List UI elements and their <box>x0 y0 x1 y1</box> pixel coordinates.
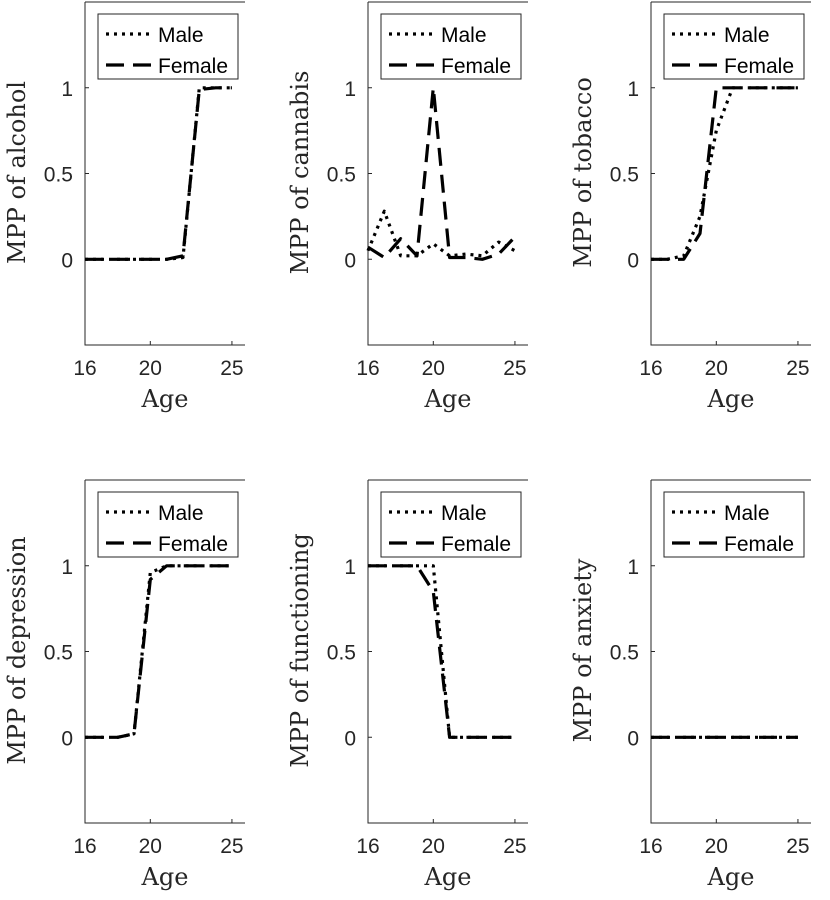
legend-entry: Female <box>724 533 794 556</box>
series-line-female <box>367 86 517 261</box>
y-tick-label: 0 <box>61 727 73 750</box>
x-tick-label: 16 <box>73 835 96 858</box>
x-tick-label: 20 <box>705 357 728 380</box>
y-axis-label: MPP of depression <box>3 536 31 764</box>
series-line-female <box>85 86 232 261</box>
chart-panel-3: 0 0.5 1 16 20 25 Age MPP of tobacco Male Female <box>569 1 811 413</box>
y-tick-label: 0 <box>627 727 639 750</box>
x-tick-label: 20 <box>139 835 162 858</box>
legend-entry: Male <box>724 24 770 47</box>
series-line-male <box>651 86 798 261</box>
series-line-female <box>651 86 798 261</box>
x-axis-label: Age <box>707 863 755 891</box>
x-axis-label: Age <box>707 385 755 413</box>
y-tick-label: 1 <box>627 78 639 101</box>
legend-entry: Male <box>441 502 487 525</box>
x-tick-label: 16 <box>356 835 379 858</box>
y-tick-label: 1 <box>344 556 356 579</box>
legend: Male Female <box>380 13 522 80</box>
series-line-male <box>368 564 515 739</box>
x-tick-label: 20 <box>139 357 162 380</box>
y-tick-label: 1 <box>627 556 639 579</box>
legend-box <box>97 13 239 80</box>
y-axis-label: MPP of cannabis <box>286 71 314 275</box>
x-tick-label: 16 <box>639 835 662 858</box>
legend-entry: Female <box>158 55 228 78</box>
legend-entry: Female <box>724 55 794 78</box>
legend: Male Female <box>97 13 239 80</box>
y-tick-label: 0.5 <box>610 164 639 187</box>
legend-box <box>380 491 522 558</box>
legend: Male Female <box>97 491 239 558</box>
legend-entry: Male <box>441 24 487 47</box>
series-line-male <box>366 209 516 258</box>
y-tick-label: 0.5 <box>327 642 356 665</box>
legend-box <box>663 491 805 558</box>
y-tick-label: 0 <box>627 249 639 272</box>
series-line-male <box>85 86 232 261</box>
legend: Male Female <box>663 13 805 80</box>
legend-box <box>663 13 805 80</box>
x-axis-label: Age <box>141 385 189 413</box>
chart-panel-6: 0 0.5 1 16 20 25 Age MPP of anxiety Male Female <box>569 479 811 891</box>
x-tick-label: 25 <box>786 835 809 858</box>
legend-entry: Female <box>441 55 511 78</box>
x-tick-label: 25 <box>786 357 809 380</box>
y-tick-label: 1 <box>61 556 73 579</box>
y-tick-label: 1 <box>61 78 73 101</box>
y-tick-label: 0.5 <box>44 164 73 187</box>
y-tick-label: 0.5 <box>610 642 639 665</box>
legend: Male Female <box>663 491 805 558</box>
legend-entry: Male <box>158 24 204 47</box>
x-tick-label: 20 <box>422 357 445 380</box>
x-tick-label: 25 <box>220 357 243 380</box>
x-tick-label: 25 <box>503 357 526 380</box>
x-axis-label: Age <box>141 863 189 891</box>
legend-entry: Male <box>724 502 770 525</box>
y-tick-label: 0.5 <box>44 642 73 665</box>
legend-entry: Female <box>441 533 511 556</box>
chart-panel-4: 0 0.5 1 16 20 25 Age MPP of depression Male Femal… <box>3 479 245 891</box>
legend: Male Female <box>380 491 522 558</box>
chart-panel-5: 0 0.5 1 16 20 25 Age MPP of functioning Male Fema… <box>286 479 528 891</box>
chart-panel-2: 0 0.5 1 16 20 25 Age MPP of cannabis Male Female <box>286 1 528 413</box>
y-axis-label: MPP of anxiety <box>569 558 597 742</box>
legend-entry: Female <box>158 533 228 556</box>
x-tick-label: 25 <box>503 835 526 858</box>
y-axis-label: MPP of functioning <box>286 533 314 767</box>
x-tick-label: 16 <box>73 357 96 380</box>
x-tick-label: 16 <box>356 357 379 380</box>
chart-panel-1: 0 0.5 1 16 20 25 Age MPP of alcohol Male Female <box>3 1 245 413</box>
x-tick-label: 16 <box>639 357 662 380</box>
x-tick-label: 20 <box>705 835 728 858</box>
legend-box <box>380 13 522 80</box>
y-tick-label: 0 <box>61 249 73 272</box>
x-tick-label: 20 <box>422 835 445 858</box>
x-axis-label: Age <box>424 863 472 891</box>
series-line-female <box>85 564 232 739</box>
legend-box <box>97 491 239 558</box>
y-axis-label: MPP of alcohol <box>3 81 31 264</box>
y-axis-label: MPP of tobacco <box>569 77 597 268</box>
x-axis-label: Age <box>424 385 472 413</box>
y-tick-label: 0.5 <box>327 164 356 187</box>
y-tick-label: 0 <box>344 727 356 750</box>
series-line-male <box>85 564 232 739</box>
legend-entry: Male <box>158 502 204 525</box>
x-tick-label: 25 <box>220 835 243 858</box>
y-tick-label: 1 <box>344 78 356 101</box>
series-line-female <box>368 564 515 739</box>
y-tick-label: 0 <box>344 249 356 272</box>
